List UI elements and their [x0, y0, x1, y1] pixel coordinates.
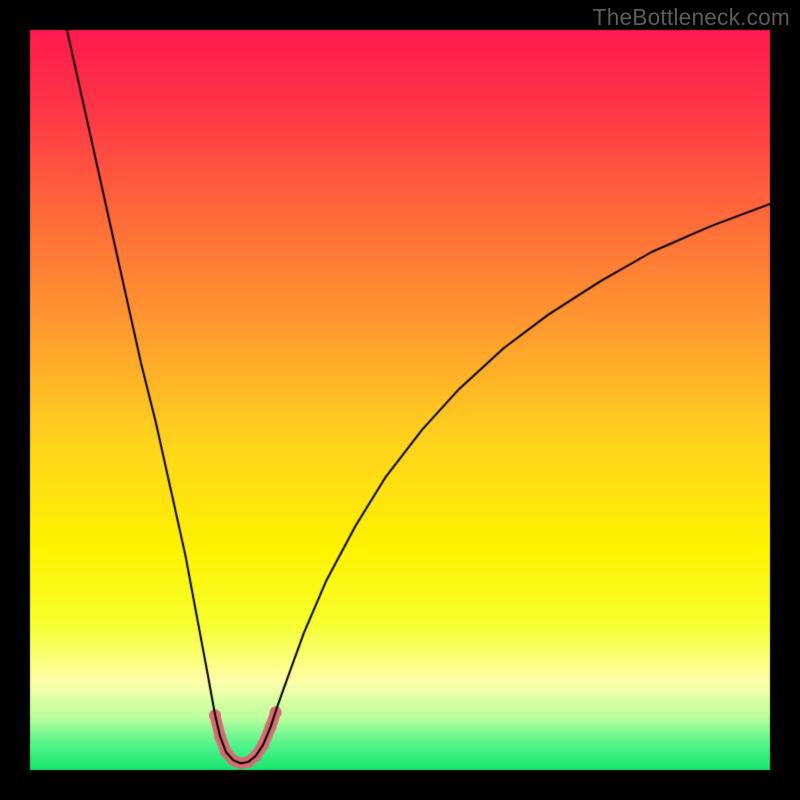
watermark-label: TheBottleneck.com — [593, 4, 790, 31]
chart-container: TheBottleneck.com — [0, 0, 800, 800]
bottleneck-curve-chart — [0, 0, 800, 800]
